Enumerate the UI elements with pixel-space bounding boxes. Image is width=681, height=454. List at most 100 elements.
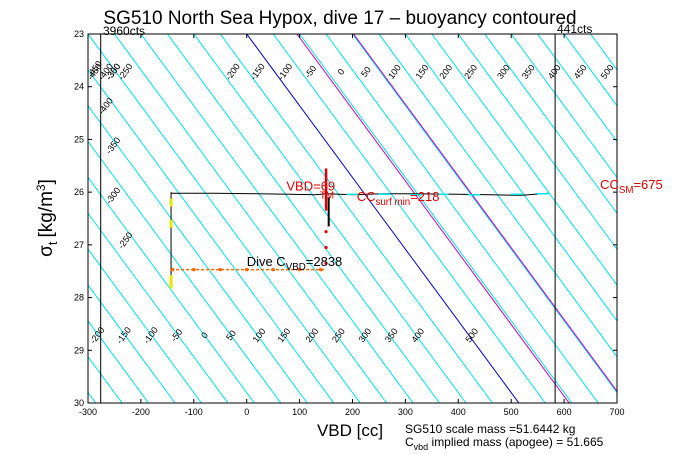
contour-line-cyan — [88, 176, 255, 403]
contour-line-cyan — [510, 34, 617, 179]
y-tick-label: 26 — [74, 187, 84, 197]
y-tick-label: 24 — [74, 82, 84, 92]
contour-line-cyan — [563, 34, 617, 107]
x-tick-label: 0 — [244, 407, 249, 417]
contour-line-cyan — [457, 34, 617, 251]
contour-label-left: -250 — [116, 230, 135, 250]
contour-line-cyan — [88, 320, 149, 403]
contour-label-top: 400 — [546, 63, 563, 81]
chart-title: SG510 North Sea Hypox, dive 17 – buoyanc… — [103, 8, 576, 29]
contour-label-top: -100 — [276, 62, 295, 82]
corner-right-count-label: 441cts — [557, 22, 592, 36]
footer-scale-mass: SG510 scale mass =51.6442 kg — [405, 422, 575, 436]
tm-annotation-main: TM — [320, 190, 334, 201]
y-axis-ticks: 23 24 25 26 27 28 29 30 — [74, 29, 617, 408]
contour-label-top: 0 — [336, 67, 347, 77]
cc-surf-min-annotation-value: =218 — [410, 189, 439, 204]
contour-line-cyan — [0, 34, 16, 403]
x-tick-label: 600 — [557, 407, 572, 417]
profile-orange-dot — [218, 267, 223, 272]
contour-line-cyan — [193, 34, 467, 403]
contour-line-cyan — [166, 34, 440, 403]
y-tick-label: 28 — [74, 293, 84, 303]
contour-label-top: 450 — [572, 63, 589, 81]
contour-label-bottom: 150 — [275, 326, 292, 344]
contour-label-bottom: 50 — [224, 328, 238, 342]
x-tick-label: 500 — [504, 407, 519, 417]
profile-orange-dot — [244, 267, 249, 272]
profile-red-dot — [324, 261, 328, 265]
contour-line-cyan — [88, 284, 176, 403]
plot-frame — [87, 33, 618, 404]
profile-orange-dot — [271, 267, 275, 272]
contour-line-cyan — [88, 69, 335, 403]
dive-cvbd-annotation: Dive CVBD=2838 — [247, 254, 343, 273]
contour-lines — [0, 34, 617, 403]
contour-label-top: 200 — [437, 63, 454, 81]
cc-surf-min-annotation-main: CC — [357, 189, 376, 204]
y-axis-label-sup: 3 — [34, 184, 48, 191]
y-axis-label-close: ] — [36, 179, 57, 184]
dive-cvbd-annotation-main: Dive C — [247, 254, 286, 269]
contour-line-cyan — [616, 34, 617, 35]
y-axis-label-sub: t — [45, 241, 60, 245]
x-axis-label: VBD [cc] — [317, 421, 383, 440]
profile-red-dot — [324, 230, 328, 234]
contour-line-cyan — [431, 34, 617, 286]
contour-label-top: -150 — [248, 62, 267, 82]
contour-label-left: -350 — [104, 135, 123, 155]
contour-line-cyan — [88, 212, 229, 403]
contour-line-cyan — [272, 34, 546, 403]
x-tick-label: -100 — [185, 407, 203, 417]
profile-orange-dot — [192, 267, 196, 272]
contour-label-top: 300 — [495, 63, 512, 81]
x-tick-label: 200 — [345, 407, 360, 417]
tm-annotation: TM — [320, 190, 334, 201]
footer-c: C — [405, 435, 414, 449]
x-tick-label: -200 — [132, 407, 150, 417]
contour-line-cyan — [88, 140, 282, 403]
profile-red-dot — [324, 245, 328, 250]
contour-label-top: 100 — [386, 63, 403, 81]
contour-line-cyan — [0, 34, 69, 403]
vbd-annotation-main: VBD — [286, 179, 313, 194]
contour-line-magenta — [296, 34, 570, 403]
contour-line-cyan — [378, 34, 617, 358]
cc-sm-annotation-main: CC — [600, 177, 619, 192]
dive-cvbd-annotation-sub: VBD — [286, 262, 306, 273]
contour-line-cyan — [404, 34, 617, 322]
footer-c-sub: vbd — [414, 442, 429, 452]
cc-sm-annotation-sub: SM — [619, 185, 634, 196]
contour-line-cyan — [219, 34, 493, 403]
vbd-annotation-value: =69 — [313, 179, 335, 194]
contour-label-top: 150 — [414, 63, 431, 81]
contour-line-cyan — [484, 34, 617, 215]
count-lines — [100, 34, 556, 403]
contour-line-cyan — [114, 34, 388, 403]
contour-line-zero — [246, 34, 520, 403]
contour-label-left: -400 — [96, 96, 115, 116]
contour-line-cyan — [88, 34, 361, 403]
profile-orange-dot — [170, 267, 175, 272]
contour-line-cyan — [352, 34, 617, 394]
corner-left-count-label: 3960cts — [103, 24, 145, 38]
y-tick-label: 30 — [74, 398, 84, 408]
dive-cvbd-annotation-value: =2838 — [306, 254, 343, 269]
contour-label-bottom: 500 — [463, 326, 480, 344]
x-tick-label: 700 — [609, 407, 624, 417]
profile-orange-dot — [297, 267, 302, 272]
y-tick-label: 23 — [74, 29, 84, 39]
y-axis-label-units: [kg/m — [36, 191, 57, 237]
profile-orange-dot — [318, 267, 323, 272]
x-tick-label: 400 — [451, 407, 466, 417]
contour-label-bottom: 0 — [199, 330, 210, 340]
contour-line-cyan — [299, 34, 573, 403]
contour-line-cyan — [325, 34, 599, 403]
contour-label-top: 50 — [359, 65, 373, 79]
contour-label-top: -250 — [116, 62, 135, 82]
contour-label-top: 500 — [599, 63, 616, 81]
y-tick-label: 27 — [74, 240, 84, 250]
contour-line-cyan — [88, 355, 123, 403]
